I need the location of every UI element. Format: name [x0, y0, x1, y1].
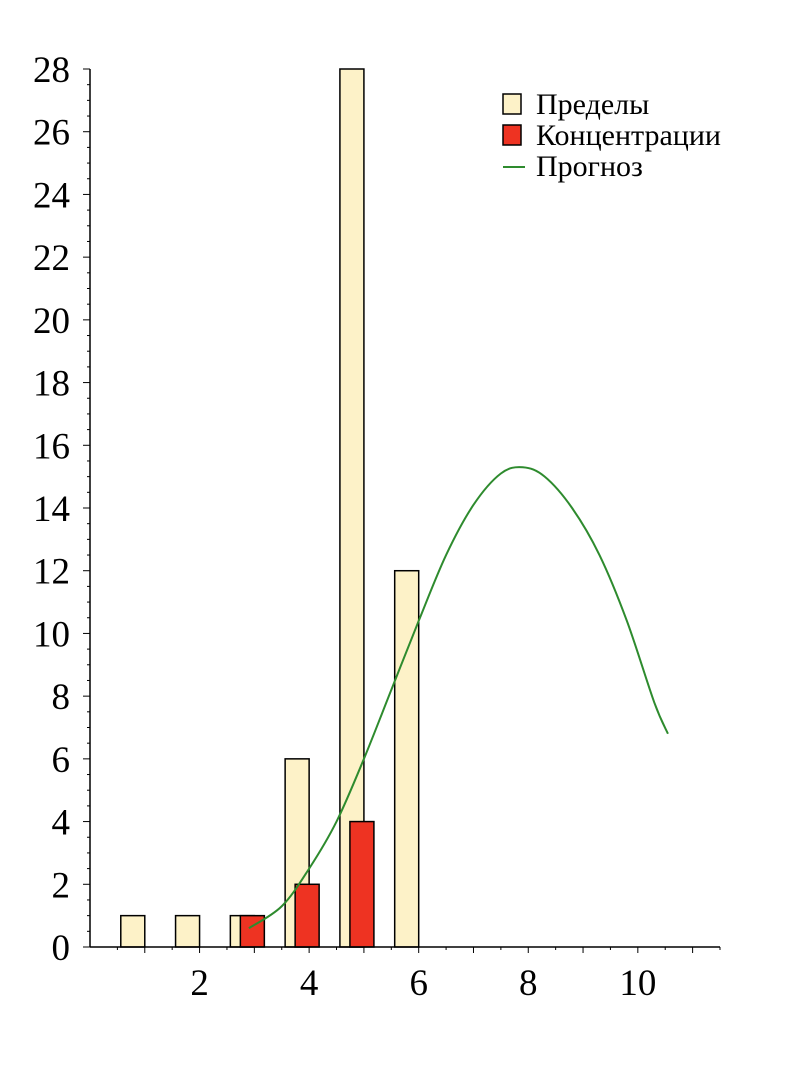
y-tick-label-28: 28 [33, 50, 70, 91]
forecast-line-group [248, 466, 669, 930]
legend-label-2: Прогноз [536, 150, 643, 183]
y-tick-label-0: 0 [52, 928, 71, 969]
concentration-bars-group [239, 820, 375, 948]
y-tick-label-20: 20 [33, 301, 70, 342]
x-tick-label-4: 4 [300, 963, 319, 1004]
x-tick-label-2: 2 [190, 963, 209, 1004]
y-tick-label-12: 12 [33, 552, 70, 593]
x-tick-label-10: 10 [619, 963, 656, 1004]
limits-bar-6 [393, 569, 420, 948]
y-tick-label-18: 18 [33, 364, 70, 405]
y-tick-label-24: 24 [33, 175, 70, 216]
legend-swatch-0 [502, 93, 522, 115]
y-tick-label-10: 10 [33, 614, 70, 655]
legend-swatch-1 [502, 124, 522, 146]
concentration-bar-5 [349, 820, 375, 948]
y-tick-label-22: 22 [33, 238, 70, 279]
legend-label-0: Пределы [536, 88, 649, 121]
limits-bar-2 [174, 914, 201, 948]
concentration-bar-4 [294, 883, 320, 948]
y-tick-label-14: 14 [33, 489, 70, 530]
y-tick-label-26: 26 [33, 113, 70, 154]
y-tick-label-6: 6 [52, 740, 71, 781]
y-tick-label-16: 16 [33, 426, 70, 467]
limits-bars-group [120, 68, 420, 948]
limits-bar-1 [120, 914, 146, 948]
forecast-line [248, 466, 669, 930]
y-tick-label-8: 8 [52, 677, 71, 718]
y-tick-label-4: 4 [52, 803, 71, 844]
limits-bar-5 [339, 68, 365, 948]
y-tick-label-2: 2 [52, 865, 71, 906]
x-tick-label-8: 8 [519, 963, 538, 1004]
legend-label-1: Концентрации [536, 119, 721, 152]
x-tick-label-6: 6 [409, 963, 428, 1004]
